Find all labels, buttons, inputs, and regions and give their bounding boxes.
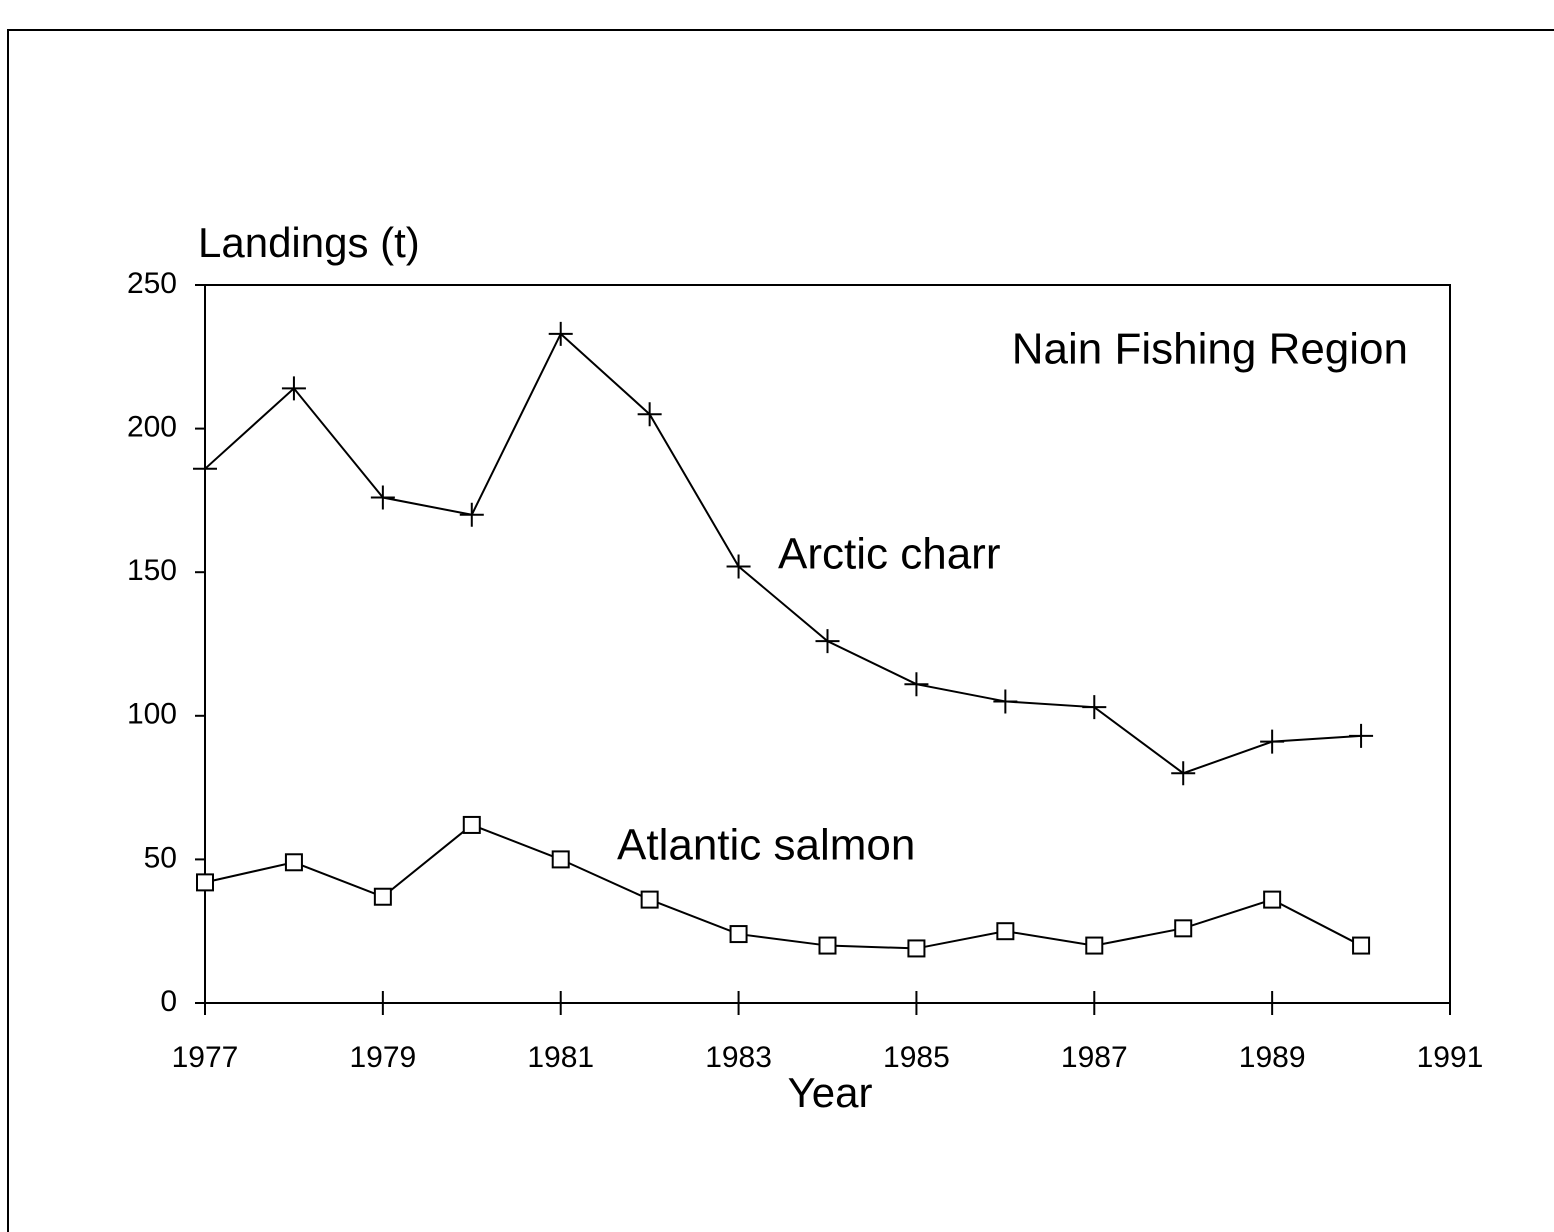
marker-square — [996, 922, 1015, 941]
marker-square — [196, 873, 214, 892]
y-tick-label: 150 — [127, 554, 177, 587]
chart-title: Nain Fishing Region — [1012, 325, 1408, 374]
marker-plus — [815, 629, 840, 654]
marker-square — [1352, 936, 1371, 955]
y-tick-label: 200 — [127, 411, 177, 444]
marker-square — [284, 853, 303, 872]
marker-square — [1174, 919, 1193, 938]
x-tick-label: 1989 — [1239, 1041, 1306, 1074]
marker-plus — [904, 672, 929, 697]
marker-plus — [1349, 723, 1374, 748]
x-tick-label: 1991 — [1417, 1041, 1484, 1074]
marker-square — [1263, 890, 1282, 909]
y-tick-label: 50 — [144, 841, 177, 874]
marker-plus — [1171, 761, 1196, 786]
marker-plus — [459, 502, 484, 527]
x-tick-label: 1977 — [172, 1041, 239, 1074]
page-border — [7, 29, 1554, 1232]
series-line — [204, 823, 1362, 950]
marker-plus — [726, 554, 751, 579]
y-tick-label: 100 — [127, 698, 177, 731]
marker-square — [818, 936, 837, 955]
marker-square — [551, 850, 570, 869]
marker-plus — [281, 376, 306, 401]
x-tick-label: 1985 — [883, 1041, 950, 1074]
marker-square — [373, 887, 392, 906]
marker-square — [640, 890, 659, 909]
marker-plus — [993, 689, 1018, 714]
series-label: Arctic charr — [778, 530, 1000, 579]
x-axis-label: Year — [788, 1069, 873, 1116]
marker-square — [907, 939, 926, 958]
series-line — [204, 332, 1362, 775]
marker-plus — [1260, 729, 1285, 754]
x-tick-label: 1987 — [1061, 1041, 1128, 1074]
marker-plus — [370, 485, 395, 510]
marker-square — [729, 925, 748, 944]
y-tick-label: 0 — [160, 985, 177, 1018]
marker-plus — [548, 321, 573, 346]
x-tick-label: 1983 — [705, 1041, 772, 1074]
marker-plus — [193, 456, 217, 481]
x-tick-label: 1981 — [527, 1041, 594, 1074]
marker-plus — [637, 402, 662, 427]
x-tick-label: 1979 — [349, 1041, 416, 1074]
marker-square — [462, 815, 481, 834]
y-tick-label: 250 — [127, 267, 177, 300]
y-axis-label: Landings (t) — [198, 219, 420, 266]
plot-frame — [204, 284, 1451, 1004]
series-label: Atlantic salmon — [617, 821, 915, 870]
marker-plus — [1082, 695, 1107, 720]
marker-square — [1085, 936, 1104, 955]
